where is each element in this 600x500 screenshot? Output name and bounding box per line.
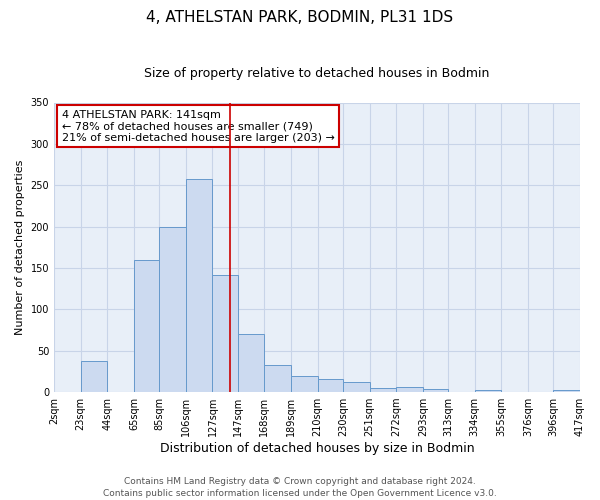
- Text: 4, ATHELSTAN PARK, BODMIN, PL31 1DS: 4, ATHELSTAN PARK, BODMIN, PL31 1DS: [146, 10, 454, 25]
- Bar: [370, 388, 396, 392]
- Bar: [317, 379, 343, 392]
- X-axis label: Distribution of detached houses by size in Bodmin: Distribution of detached houses by size …: [160, 442, 475, 455]
- Bar: [343, 382, 370, 392]
- Title: Size of property relative to detached houses in Bodmin: Size of property relative to detached ho…: [145, 68, 490, 80]
- Bar: [475, 390, 502, 392]
- Bar: [159, 226, 186, 392]
- Bar: [423, 389, 448, 392]
- Bar: [212, 274, 238, 392]
- Bar: [553, 390, 580, 392]
- Bar: [396, 387, 423, 392]
- Bar: [291, 376, 317, 392]
- Text: Contains HM Land Registry data © Crown copyright and database right 2024.
Contai: Contains HM Land Registry data © Crown c…: [103, 476, 497, 498]
- Bar: [238, 334, 265, 392]
- Text: 4 ATHELSTAN PARK: 141sqm
← 78% of detached houses are smaller (749)
21% of semi-: 4 ATHELSTAN PARK: 141sqm ← 78% of detach…: [62, 110, 335, 143]
- Bar: [80, 360, 107, 392]
- Y-axis label: Number of detached properties: Number of detached properties: [15, 160, 25, 335]
- Bar: [186, 178, 212, 392]
- Bar: [265, 365, 291, 392]
- Bar: [134, 260, 159, 392]
